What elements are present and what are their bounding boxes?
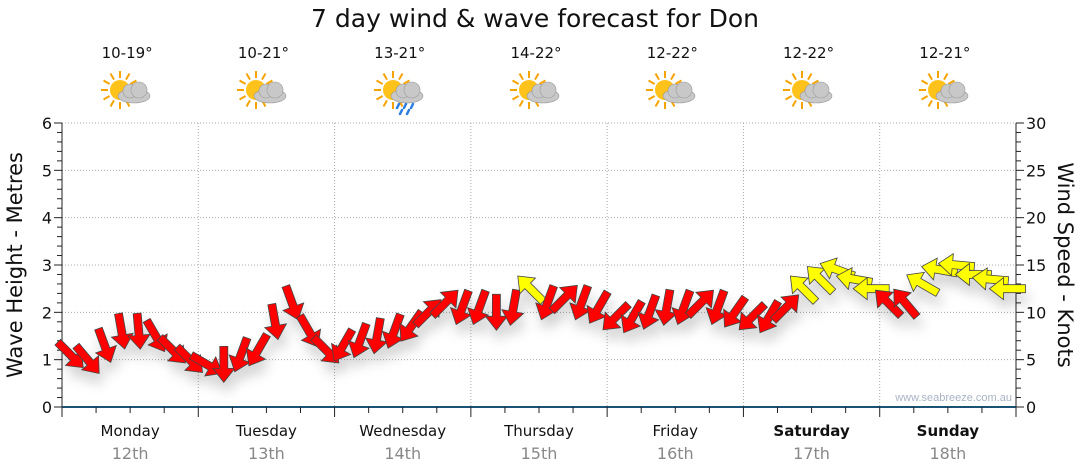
y2-tick-label: 25 (1026, 161, 1046, 180)
y-tick-label: 0 (42, 398, 52, 417)
y2-tick-label: 0 (1026, 398, 1036, 417)
wind-arrow (517, 275, 547, 305)
watermark: www.seabreeze.com.au (894, 392, 1012, 404)
day-forecast: 12-22° (749, 44, 869, 116)
wind-arrow (756, 298, 783, 334)
y-tick-label: 4 (42, 209, 52, 228)
temperature-range: 13-21° (374, 44, 426, 62)
y-axis-label: Wave Height - Metres (3, 152, 27, 378)
x-date-label: 13th (248, 444, 285, 463)
x-date-label: 14th (384, 444, 421, 463)
sun-cloud-icon (782, 71, 832, 109)
wind-arrow (789, 275, 820, 305)
wind-arrow (769, 294, 800, 324)
day-forecast: 14-22° (476, 44, 596, 116)
x-date-label: 12th (112, 444, 149, 463)
y-tick-label: 5 (42, 161, 52, 180)
x-date-label: 17th (793, 444, 830, 463)
wind-arrow (412, 299, 442, 329)
wind-arrow (875, 289, 905, 320)
wind-arrow (937, 252, 976, 277)
y2-tick-label: 15 (1026, 256, 1046, 275)
wind-arrow (127, 312, 151, 350)
sun-cloud-icon (510, 71, 560, 109)
sun-cloud-rain-icon (373, 71, 424, 116)
wind-arrow (906, 271, 941, 297)
y2-tick-label: 20 (1026, 209, 1046, 228)
temperature-range: 12-22° (646, 44, 698, 62)
wind-arrow (954, 262, 992, 287)
y-tick-label: 2 (42, 303, 52, 322)
day-forecast: 10-19° (67, 44, 187, 116)
wind-arrow (620, 298, 646, 334)
wind-arrow (467, 288, 490, 326)
wind-arrow (684, 289, 714, 320)
x-date-label: 16th (657, 444, 694, 463)
temperature-range: 10-19° (101, 44, 153, 62)
x-day-label: Thursday (503, 422, 574, 440)
wind-arrow (245, 332, 271, 367)
wind-arrow (110, 312, 134, 350)
wind-arrow (501, 288, 525, 326)
x-day-label: Sunday (917, 422, 980, 440)
wind-arrow (331, 327, 357, 362)
wind-arrow (347, 321, 371, 359)
sun-cloud-icon (101, 71, 151, 109)
day-forecast: 13-21° (340, 44, 460, 116)
y-tick-label: 3 (42, 256, 52, 275)
wind-arrow (263, 302, 288, 341)
wind-arrow (988, 276, 1026, 301)
x-day-label: Saturday (773, 422, 850, 440)
chart-title: 7 day wind & wave forecast for Don (311, 4, 759, 33)
day-forecast: 10-21° (203, 44, 323, 116)
sun-cloud-icon (918, 71, 969, 109)
wind-arrow (429, 289, 459, 320)
temperature-range: 12-22° (783, 44, 835, 62)
wind-arrow (548, 284, 578, 315)
sun-cloud-icon (237, 71, 287, 109)
y-tick-label: 6 (42, 114, 52, 133)
y2-tick-label: 10 (1026, 303, 1046, 322)
day-forecast: 12-22° (612, 44, 732, 116)
x-day-label: Friday (653, 422, 699, 440)
wind-arrow (637, 293, 661, 330)
wind-arrow (156, 334, 186, 364)
temperature-range: 10-21° (237, 44, 289, 62)
x-day-label: Monday (101, 422, 160, 440)
y2-tick-label: 30 (1026, 114, 1046, 133)
x-day-label: Tuesday (235, 422, 297, 440)
wind-arrow (602, 300, 632, 331)
x-date-label: 15th (521, 444, 558, 463)
y2-axis-label: Wind Speed - Knots (1053, 162, 1077, 367)
day-forecast: 12-21° (885, 44, 1005, 116)
wind-arrow (852, 276, 890, 301)
y-tick-label: 1 (42, 351, 52, 370)
temperature-range: 12-21° (919, 44, 971, 62)
x-date-label: 18th (929, 444, 966, 463)
wind-arrow (971, 267, 1010, 291)
wind-arrow (94, 326, 117, 364)
sun-cloud-icon (646, 71, 696, 109)
x-day-label: Wednesday (359, 422, 446, 440)
wind-arrow (738, 300, 769, 331)
wind-arrow (893, 288, 921, 320)
wind-arrow (72, 342, 100, 374)
temperature-range: 14-22° (510, 44, 562, 62)
wind-arrow (281, 284, 305, 321)
y2-tick-label: 5 (1026, 351, 1036, 370)
